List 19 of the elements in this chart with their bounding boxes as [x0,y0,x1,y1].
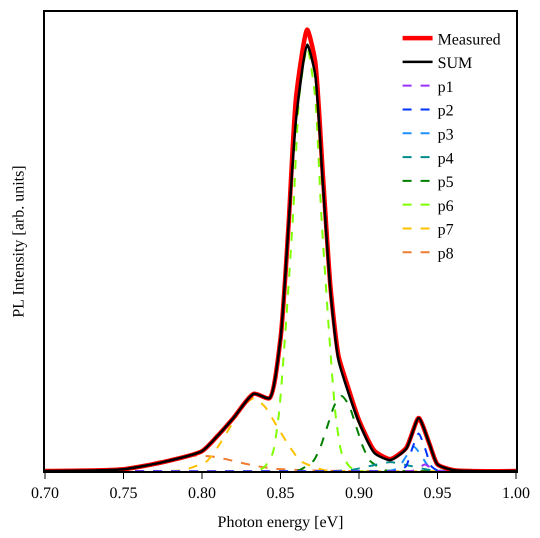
legend-label: p3 [438,126,454,144]
x-tick-label: 0.85 [266,484,294,502]
legend-label: p4 [438,150,454,168]
legend-label: p1 [438,78,454,96]
x-tick-label: 0.90 [345,484,373,502]
x-tick-label: 0.75 [110,484,138,502]
x-tick-label: 1.00 [502,484,530,502]
legend-label: p7 [438,222,454,239]
x-tick-label: 0.70 [31,484,59,502]
x-tick-label: 0.95 [424,484,452,502]
x-tick-label: 0.80 [188,484,216,502]
y-axis-title: PL Intensity [arb. units] [10,165,28,318]
legend-label: p6 [438,198,454,215]
x-axis-title: Photon energy [eV] [218,514,344,532]
legend-label: SUM [438,55,472,72]
legend-label: Measured [438,31,501,48]
legend-label: p5 [438,174,454,192]
legend-label: p2 [438,102,454,120]
legend-label: p8 [438,246,454,263]
